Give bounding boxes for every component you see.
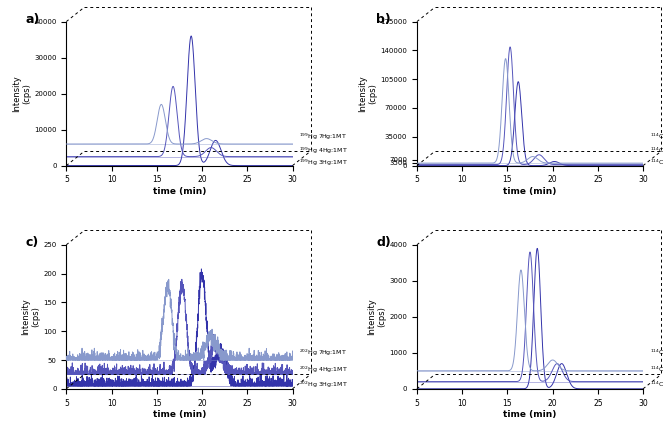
Text: $^{202}$Hg 4Hg:1MT: $^{202}$Hg 4Hg:1MT: [299, 365, 349, 375]
Y-axis label: Intensity
(cps): Intensity (cps): [12, 75, 31, 112]
Text: $^{199}$Hg 4Hg:1MT: $^{199}$Hg 4Hg:1MT: [299, 146, 349, 156]
Text: $^{114}$Cd 3Hg:1MT: $^{114}$Cd 3Hg:1MT: [650, 158, 663, 168]
Text: a): a): [26, 13, 40, 26]
X-axis label: time (min): time (min): [152, 187, 206, 196]
Text: $^{199}$Hg 3Hg:1MT: $^{199}$Hg 3Hg:1MT: [299, 158, 348, 168]
Text: $^{199}$Hg 7Hg:1MT: $^{199}$Hg 7Hg:1MT: [299, 132, 347, 142]
Y-axis label: Intensity
(cps): Intensity (cps): [358, 75, 377, 112]
Text: $^{114}$Cd 4Hg:1MT: $^{114}$Cd 4Hg:1MT: [650, 146, 663, 156]
Y-axis label: Intensity
(cps): Intensity (cps): [367, 299, 387, 335]
X-axis label: time (min): time (min): [152, 410, 206, 419]
Y-axis label: Intensity
(cps): Intensity (cps): [21, 299, 40, 335]
Text: $^{114}$Cd 7Hg:1MT: $^{114}$Cd 7Hg:1MT: [650, 132, 663, 142]
Text: d): d): [376, 236, 391, 249]
Text: $^{114}$Cd 4Hg:1MT: $^{114}$Cd 4Hg:1MT: [650, 365, 663, 375]
Text: $^{114}$Cd 3Hg:1MT: $^{114}$Cd 3Hg:1MT: [650, 379, 663, 390]
Text: $^{202}$Hg 3Hg:1MT: $^{202}$Hg 3Hg:1MT: [299, 379, 348, 390]
Text: $^{114}$Cd 7Hg:1MT: $^{114}$Cd 7Hg:1MT: [650, 348, 663, 358]
X-axis label: time (min): time (min): [503, 410, 557, 419]
Text: b): b): [376, 13, 391, 26]
X-axis label: time (min): time (min): [503, 187, 557, 196]
Text: c): c): [26, 236, 39, 249]
Text: $^{202}$Hg 7Hg:1MT: $^{202}$Hg 7Hg:1MT: [299, 348, 347, 358]
